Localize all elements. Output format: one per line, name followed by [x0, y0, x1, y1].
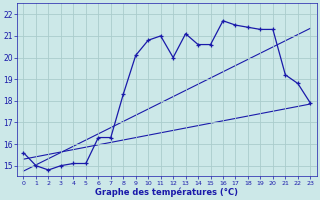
X-axis label: Graphe des températures (°C): Graphe des températures (°C)	[95, 187, 238, 197]
